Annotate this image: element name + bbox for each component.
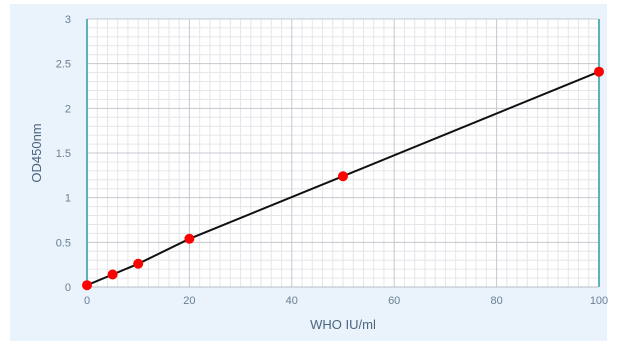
data-series — [82, 66, 604, 291]
data-point — [82, 280, 92, 291]
x-tick-labels: 0 20 40 60 80 100 — [84, 295, 608, 307]
y-tick-labels: 0 0.5 1 1.5 2 2.5 3 — [56, 14, 71, 294]
x-tick-label: 100 — [590, 295, 608, 307]
x-tick-label: 0 — [84, 295, 90, 307]
x-tick-label: 20 — [183, 295, 195, 307]
y-tick-label: 1.5 — [56, 148, 71, 160]
y-tick-label: 1 — [65, 193, 71, 205]
x-tick-label: 80 — [490, 295, 502, 307]
data-point — [133, 258, 144, 269]
x-axis-label: WHO IU/ml — [310, 317, 376, 332]
y-tick-label: 2.5 — [56, 59, 71, 71]
x-tick-label: 60 — [388, 295, 400, 307]
data-point — [594, 66, 604, 77]
x-tick-label: 40 — [286, 295, 298, 307]
axes — [86, 19, 600, 288]
y-tick-label: 0 — [65, 282, 71, 294]
y-tick-label: 3 — [65, 14, 71, 26]
y-tick-label: 0.5 — [56, 237, 71, 249]
y-axis-label: OD450nm — [29, 123, 44, 182]
y-tick-label: 2 — [65, 103, 71, 115]
data-point — [107, 269, 118, 280]
data-point — [338, 171, 348, 182]
data-point — [184, 233, 195, 244]
